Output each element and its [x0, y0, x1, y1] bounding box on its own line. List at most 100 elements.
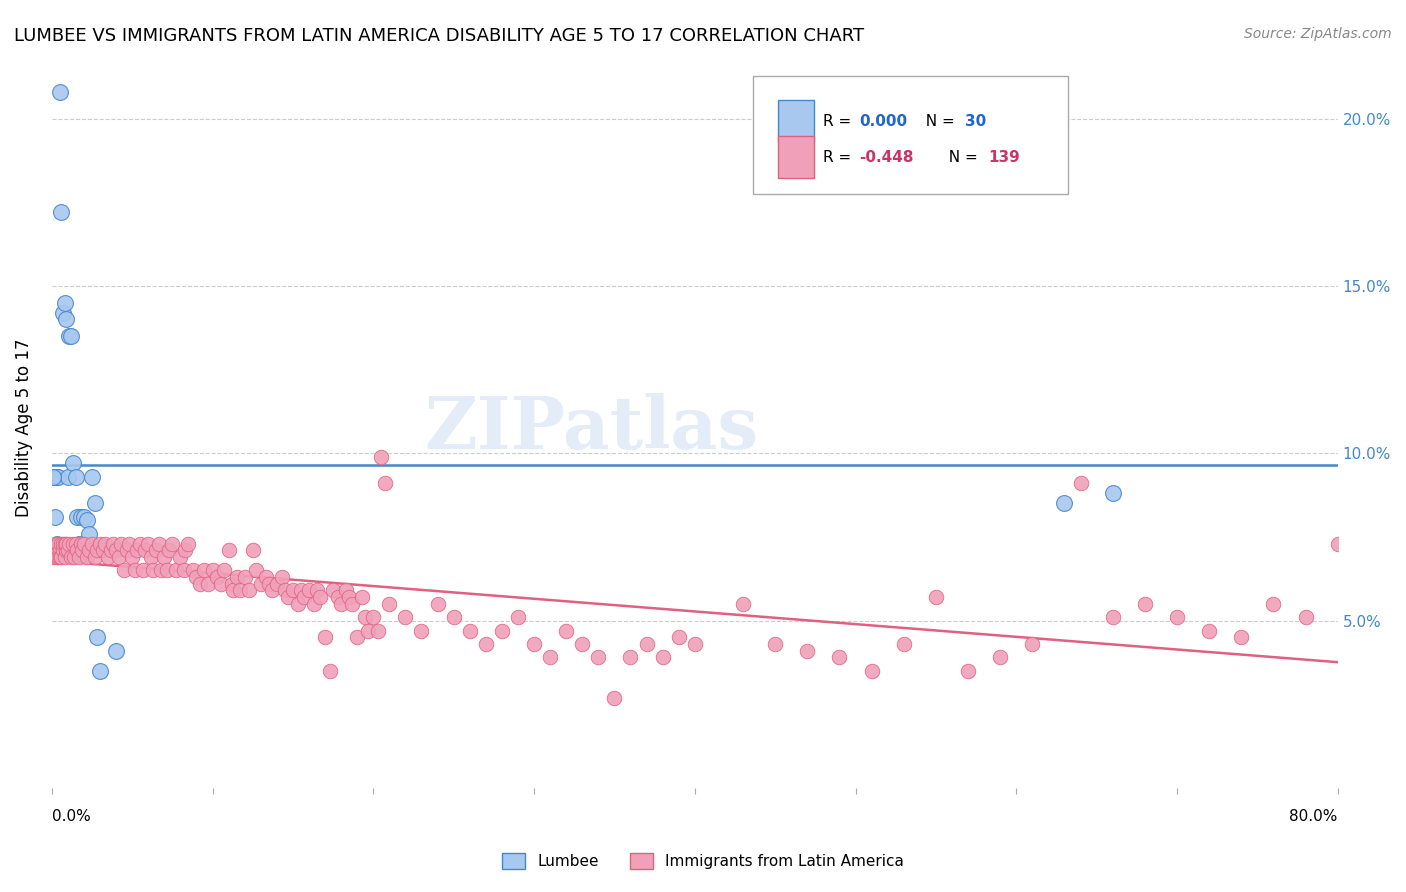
Point	[69, 536, 91, 550]
Point	[260, 583, 283, 598]
Point	[42, 549, 65, 564]
Point	[125, 543, 148, 558]
Point	[411, 624, 433, 638]
FancyBboxPatch shape	[752, 76, 1067, 194]
Point	[354, 610, 377, 624]
Point	[796, 643, 818, 657]
Point	[242, 543, 264, 558]
Point	[134, 543, 156, 558]
Point	[52, 306, 75, 320]
Text: 139: 139	[988, 150, 1019, 164]
Point	[67, 549, 90, 564]
Point	[290, 583, 312, 598]
Point	[292, 590, 315, 604]
Point	[86, 630, 108, 644]
Point	[97, 549, 120, 564]
Point	[141, 549, 163, 564]
Point	[44, 509, 66, 524]
Text: 0.000: 0.000	[859, 113, 907, 128]
Point	[683, 637, 706, 651]
Text: ZIPatlas: ZIPatlas	[425, 392, 759, 464]
Point	[136, 536, 159, 550]
Point	[287, 597, 309, 611]
Point	[233, 570, 256, 584]
Point	[44, 469, 66, 483]
Point	[77, 543, 100, 558]
Point	[56, 543, 79, 558]
Point	[458, 624, 481, 638]
Point	[350, 590, 373, 604]
Point	[330, 597, 353, 611]
Text: R =: R =	[824, 150, 856, 164]
Point	[63, 549, 86, 564]
Point	[84, 549, 107, 564]
Point	[342, 597, 364, 611]
Point	[571, 637, 593, 651]
Point	[118, 536, 141, 550]
Point	[42, 469, 65, 483]
Point	[76, 513, 98, 527]
Text: 0.0%: 0.0%	[52, 809, 90, 824]
Point	[475, 637, 498, 651]
Point	[254, 570, 277, 584]
Point	[229, 583, 252, 598]
Point	[361, 610, 384, 624]
Point	[555, 624, 578, 638]
Point	[45, 536, 67, 550]
Point	[80, 469, 103, 483]
Point	[132, 563, 155, 577]
Point	[491, 624, 513, 638]
Point	[1101, 486, 1123, 500]
Point	[1326, 536, 1348, 550]
Point	[221, 576, 243, 591]
Point	[65, 536, 87, 550]
Point	[302, 597, 325, 611]
Legend: Lumbee, Immigrants from Latin America: Lumbee, Immigrants from Latin America	[496, 847, 910, 875]
Point	[44, 536, 66, 550]
Point	[1070, 476, 1092, 491]
Point	[51, 549, 73, 564]
Point	[218, 543, 240, 558]
Point	[105, 543, 128, 558]
Point	[157, 543, 180, 558]
Point	[1021, 637, 1043, 651]
Point	[42, 469, 65, 483]
Point	[89, 536, 111, 550]
Point	[94, 536, 117, 550]
Point	[277, 590, 299, 604]
Point	[207, 570, 229, 584]
Point	[156, 563, 179, 577]
Point	[101, 536, 124, 550]
Point	[1101, 610, 1123, 624]
Point	[100, 543, 122, 558]
Point	[76, 549, 98, 564]
Point	[346, 630, 368, 644]
Point	[58, 329, 80, 343]
Point	[309, 590, 332, 604]
Point	[370, 450, 392, 464]
Point	[197, 576, 219, 591]
Point	[66, 543, 89, 558]
Point	[49, 85, 72, 99]
Point	[162, 536, 184, 550]
Point	[53, 549, 76, 564]
Point	[124, 563, 146, 577]
Point	[49, 549, 72, 564]
Point	[1295, 610, 1317, 624]
Point	[1053, 496, 1076, 510]
Point	[1198, 624, 1220, 638]
Point	[538, 650, 561, 665]
Point	[238, 583, 260, 598]
Y-axis label: Disability Age 5 to 17: Disability Age 5 to 17	[15, 339, 32, 517]
Point	[84, 496, 107, 510]
Point	[89, 664, 111, 678]
Point	[988, 650, 1011, 665]
Point	[60, 549, 83, 564]
Point	[174, 543, 197, 558]
Point	[281, 583, 304, 598]
Text: LUMBEE VS IMMIGRANTS FROM LATIN AMERICA DISABILITY AGE 5 TO 17 CORRELATION CHART: LUMBEE VS IMMIGRANTS FROM LATIN AMERICA …	[14, 27, 865, 45]
Point	[249, 576, 271, 591]
Point	[108, 549, 131, 564]
Point	[72, 543, 94, 558]
Point	[53, 536, 76, 550]
